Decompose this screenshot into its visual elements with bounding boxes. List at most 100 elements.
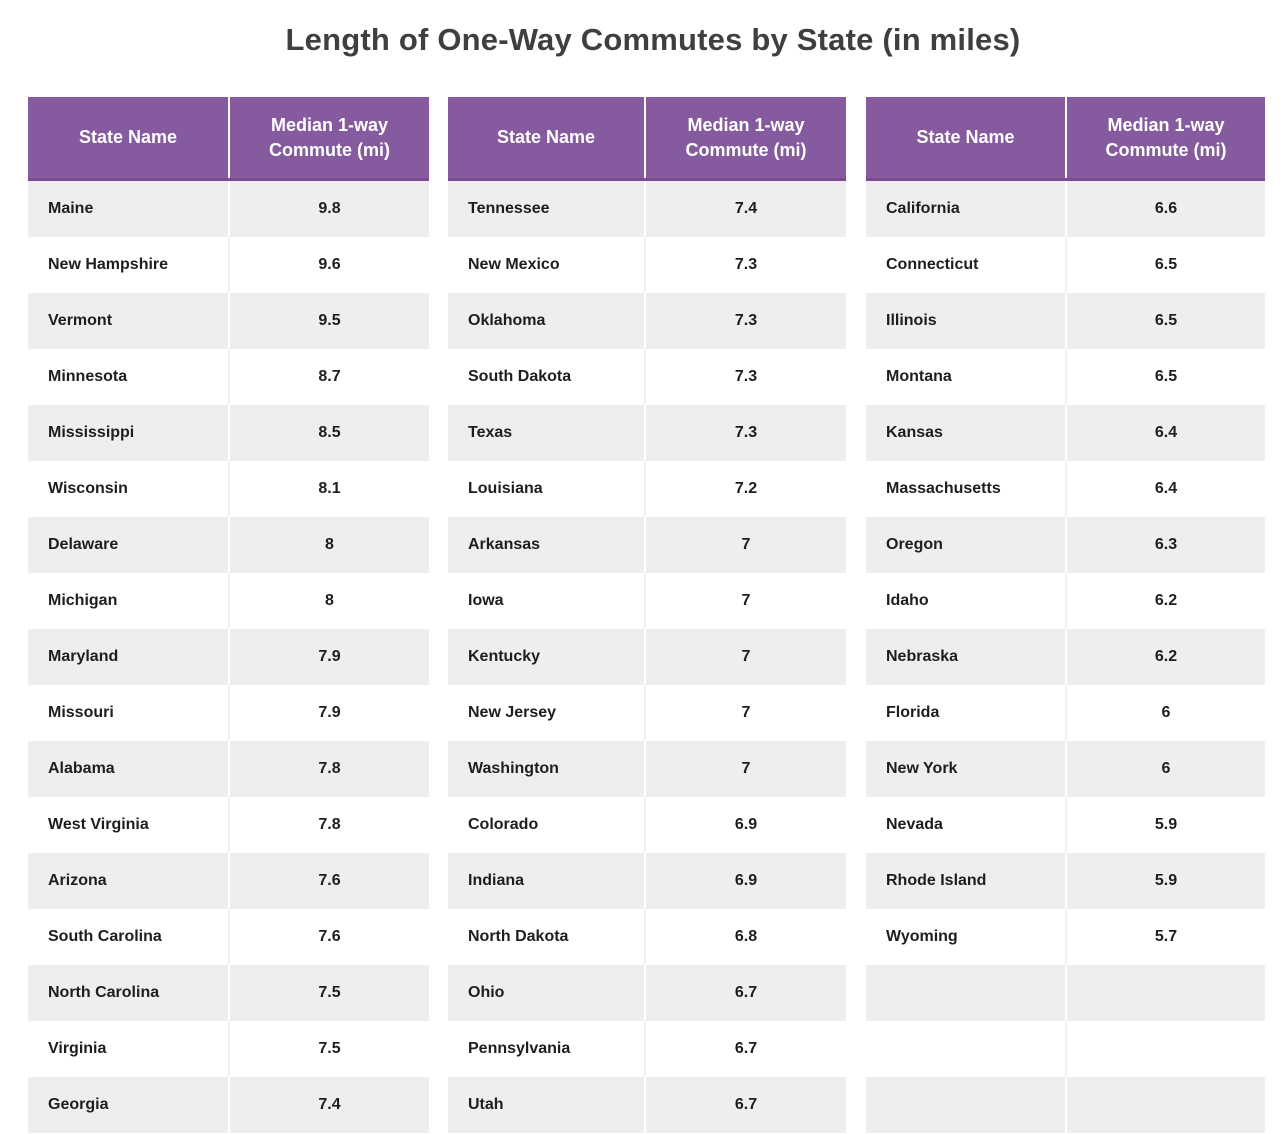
header-state-name: State Name bbox=[448, 97, 644, 178]
state-name-cell: Texas bbox=[448, 405, 644, 461]
state-name-cell: New York bbox=[866, 741, 1065, 797]
table-row: New York 6 bbox=[866, 741, 1265, 797]
state-name-cell: New Hampshire bbox=[28, 237, 228, 293]
table-header: State Name Median 1-way Commute (mi) bbox=[866, 97, 1265, 181]
state-name-cell: Ohio bbox=[448, 965, 644, 1021]
table-row: Wyoming 5.7 bbox=[866, 909, 1265, 965]
commute-value-cell: 7.9 bbox=[228, 685, 429, 741]
state-name-cell: Michigan bbox=[28, 573, 228, 629]
table-row: Indiana 6.9 bbox=[448, 853, 846, 909]
commute-value-cell: 6.8 bbox=[644, 909, 846, 965]
state-name-cell: Arizona bbox=[28, 853, 228, 909]
state-name-cell: New Jersey bbox=[448, 685, 644, 741]
commute-value-cell: 7.9 bbox=[228, 629, 429, 685]
table-row: Massachusetts 6.4 bbox=[866, 461, 1265, 517]
state-name-cell: Rhode Island bbox=[866, 853, 1065, 909]
state-name-cell: Montana bbox=[866, 349, 1065, 405]
table-row: Oklahoma 7.3 bbox=[448, 293, 846, 349]
state-name-cell: Nebraska bbox=[866, 629, 1065, 685]
commute-value-cell: 6 bbox=[1065, 741, 1265, 797]
commute-value-cell: 8 bbox=[228, 517, 429, 573]
table-row bbox=[866, 1077, 1265, 1133]
header-median-commute: Median 1-way Commute (mi) bbox=[644, 97, 846, 178]
table-row: Tennessee 7.4 bbox=[448, 181, 846, 237]
table-row: Rhode Island 5.9 bbox=[866, 853, 1265, 909]
commute-value-cell: 6.4 bbox=[1065, 461, 1265, 517]
state-name-cell: Alabama bbox=[28, 741, 228, 797]
header-median-commute: Median 1-way Commute (mi) bbox=[1065, 97, 1265, 178]
commute-value-cell: 7.5 bbox=[228, 965, 429, 1021]
state-name-cell bbox=[866, 965, 1065, 1021]
state-name-cell: Oklahoma bbox=[448, 293, 644, 349]
state-name-cell: Maryland bbox=[28, 629, 228, 685]
table-row: Washington 7 bbox=[448, 741, 846, 797]
state-name-cell: Indiana bbox=[448, 853, 644, 909]
commute-value-cell: 7.6 bbox=[228, 909, 429, 965]
state-name-cell: Connecticut bbox=[866, 237, 1065, 293]
commute-table-1: State Name Median 1-way Commute (mi) Maine… bbox=[28, 97, 429, 1133]
commute-value-cell: 6.5 bbox=[1065, 349, 1265, 405]
table-row: Illinois 6.5 bbox=[866, 293, 1265, 349]
table-row: Nevada 5.9 bbox=[866, 797, 1265, 853]
commute-value-cell: 7.3 bbox=[644, 349, 846, 405]
state-name-cell: Iowa bbox=[448, 573, 644, 629]
commute-value-cell: 7.8 bbox=[228, 741, 429, 797]
header-state-name: State Name bbox=[866, 97, 1065, 178]
commute-value-cell: 6.9 bbox=[644, 853, 846, 909]
commute-value-cell: 5.9 bbox=[1065, 797, 1265, 853]
table-row: Mississippi 8.5 bbox=[28, 405, 429, 461]
commute-value-cell: 6.2 bbox=[1065, 629, 1265, 685]
state-name-cell: Georgia bbox=[28, 1077, 228, 1133]
commute-value-cell bbox=[1065, 965, 1265, 1021]
commute-value-cell: 9.8 bbox=[228, 181, 429, 237]
table-row bbox=[866, 965, 1265, 1021]
commute-value-cell: 7.4 bbox=[228, 1077, 429, 1133]
state-name-cell: Kentucky bbox=[448, 629, 644, 685]
commute-value-cell: 7 bbox=[644, 573, 846, 629]
commute-value-cell: 6.3 bbox=[1065, 517, 1265, 573]
state-name-cell: North Carolina bbox=[28, 965, 228, 1021]
state-name-cell: Arkansas bbox=[448, 517, 644, 573]
table-row: Missouri 7.9 bbox=[28, 685, 429, 741]
table-row: Arizona 7.6 bbox=[28, 853, 429, 909]
state-name-cell: North Dakota bbox=[448, 909, 644, 965]
table-row: Oregon 6.3 bbox=[866, 517, 1265, 573]
commute-value-cell: 7 bbox=[644, 517, 846, 573]
state-name-cell: Maine bbox=[28, 181, 228, 237]
table-row: California 6.6 bbox=[866, 181, 1265, 237]
table-row bbox=[866, 1021, 1265, 1077]
commute-value-cell: 7 bbox=[644, 685, 846, 741]
state-name-cell: Nevada bbox=[866, 797, 1065, 853]
state-name-cell: Pennsylvania bbox=[448, 1021, 644, 1077]
commute-value-cell: 7.2 bbox=[644, 461, 846, 517]
commute-value-cell: 7.6 bbox=[228, 853, 429, 909]
commute-value-cell: 7.3 bbox=[644, 237, 846, 293]
table-row: Pennsylvania 6.7 bbox=[448, 1021, 846, 1077]
table-row: Alabama 7.8 bbox=[28, 741, 429, 797]
commute-value-cell: 8 bbox=[228, 573, 429, 629]
commute-value-cell: 9.6 bbox=[228, 237, 429, 293]
commute-value-cell: 5.7 bbox=[1065, 909, 1265, 965]
state-name-cell: California bbox=[866, 181, 1065, 237]
state-name-cell: Colorado bbox=[448, 797, 644, 853]
table-row: Ohio 6.7 bbox=[448, 965, 846, 1021]
commute-value-cell: 6.4 bbox=[1065, 405, 1265, 461]
commute-value-cell: 6 bbox=[1065, 685, 1265, 741]
table-row: New Hampshire 9.6 bbox=[28, 237, 429, 293]
state-name-cell bbox=[866, 1077, 1065, 1133]
commute-value-cell: 6.7 bbox=[644, 965, 846, 1021]
table-row: New Jersey 7 bbox=[448, 685, 846, 741]
commute-value-cell: 6.7 bbox=[644, 1021, 846, 1077]
commute-value-cell: 7 bbox=[644, 741, 846, 797]
table-row: South Carolina 7.6 bbox=[28, 909, 429, 965]
state-name-cell: Louisiana bbox=[448, 461, 644, 517]
state-name-cell: Massachusetts bbox=[866, 461, 1065, 517]
commute-value-cell: 6.2 bbox=[1065, 573, 1265, 629]
commute-value-cell: 6.5 bbox=[1065, 293, 1265, 349]
state-name-cell: South Carolina bbox=[28, 909, 228, 965]
state-name-cell: Virginia bbox=[28, 1021, 228, 1077]
commute-value-cell bbox=[1065, 1077, 1265, 1133]
table-row: Colorado 6.9 bbox=[448, 797, 846, 853]
commute-value-cell: 7.3 bbox=[644, 293, 846, 349]
table-row: Connecticut 6.5 bbox=[866, 237, 1265, 293]
